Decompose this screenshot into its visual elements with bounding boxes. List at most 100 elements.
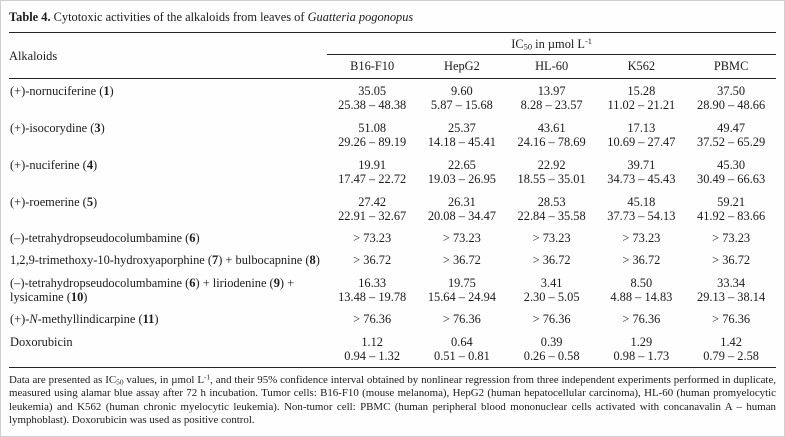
confidence-interval: 41.92 – 83.66: [697, 209, 766, 223]
confidence-interval: 22.84 – 35.58: [517, 209, 586, 223]
confidence-interval: 0.94 – 1.32: [344, 349, 401, 363]
ic50-cell: 51.08 29.26 – 89.19: [327, 116, 417, 153]
ic50-cell: > 36.72: [597, 249, 687, 271]
ic50-value: 19.75: [447, 276, 476, 290]
table-row: (+)-nornuciferine (1) 35.05 25.38 – 48.38 9…: [9, 79, 776, 117]
ic50-cell: 0.64 0.51 – 0.81: [417, 330, 507, 368]
ic50-cell: 43.61 24.16 – 78.69: [507, 116, 597, 153]
ic50-value: 19.91: [358, 158, 387, 172]
ic50-value: 3.41: [540, 276, 563, 290]
ic50-value: > 36.72: [622, 253, 661, 267]
ic50-cell: 8.50 4.88 – 14.83: [597, 271, 687, 308]
group-header-ic50: IC50 in µmol L-1: [327, 32, 776, 55]
ic50-value: 1.29: [630, 335, 653, 349]
column-header-k562: K562: [596, 54, 687, 79]
ic50-value: 15.28: [627, 84, 656, 98]
ic50-value: 49.47: [717, 121, 746, 135]
subheader-row: B16-F10 HepG2 HL-60 K562 PBMC: [9, 54, 776, 79]
ic50-cell: 37.50 28.90 – 48.66: [686, 79, 776, 117]
ic50-cell: 33.34 29.13 – 38.14: [686, 271, 776, 308]
alkaloid-name: Doxorubicin: [9, 330, 328, 368]
ic50-cell: 26.31 20.08 – 34.47: [417, 190, 507, 227]
confidence-interval: 37.52 – 65.29: [697, 135, 766, 149]
confidence-interval: 28.90 – 48.66: [697, 98, 766, 112]
alkaloid-name: (–)-tetrahydropseudocolumbamine (6) + li…: [10, 276, 295, 304]
confidence-interval: 29.13 – 38.14: [697, 290, 766, 304]
ic50-cell: 9.60 5.87 – 15.68: [417, 79, 507, 117]
ic50-value: 43.61: [537, 121, 566, 135]
confidence-interval: 0.79 – 2.58: [703, 349, 759, 363]
ic50-cell: 0.39 0.26 – 0.58: [506, 330, 597, 368]
column-header-hl-60: HL-60: [506, 54, 597, 79]
ic50-value: 8.50: [630, 276, 653, 290]
ic50-value: > 73.23: [622, 231, 661, 245]
ic50-value: > 73.23: [353, 231, 392, 245]
ic50-cell: > 76.36: [507, 308, 597, 330]
ic50-value: > 76.36: [353, 312, 392, 326]
ic50-cell: > 36.72: [507, 249, 597, 271]
ic50-cell: 1.29 0.98 – 1.73: [596, 330, 687, 368]
ic50-cell: 15.28 11.02 – 21.21: [597, 79, 687, 117]
ic50-value: 59.21: [717, 195, 746, 209]
ic50-cell: > 36.72: [417, 249, 507, 271]
ic50-value: 22.92: [537, 158, 566, 172]
table-row: (+)-isocorydine (3) 51.08 29.26 – 89.19 25.…: [9, 116, 776, 153]
ic50-value: 22.65: [447, 158, 476, 172]
ic50-cell: > 73.23: [686, 227, 776, 249]
confidence-interval: 5.87 – 15.68: [430, 98, 493, 112]
confidence-interval: 17.47 – 22.72: [338, 172, 407, 186]
ic50-cell: > 36.72: [686, 249, 776, 271]
table-body: (+)-nornuciferine (1) 35.05 25.38 – 48.38 9…: [9, 79, 776, 368]
alkaloid-name: 1,2,9-trimethoxy-10-hydroxyaporphine (7)…: [10, 253, 320, 267]
ic50-cell: 35.05 25.38 – 48.38: [327, 79, 417, 117]
ic50-cell: 27.42 22.91 – 32.67: [327, 190, 417, 227]
ic50-value: 45.30: [717, 158, 746, 172]
table-footnote: Data are presented as IC50 values, in µm…: [9, 368, 776, 428]
confidence-interval: 29.26 – 89.19: [338, 135, 407, 149]
table-row: Doxorubicin 1.12 0.94 – 1.32 0.64 0.51 – 0.8…: [9, 330, 776, 368]
table-row: (–)-tetrahydropseudocolumbamine (6) + li…: [9, 271, 776, 308]
column-header-b16-f10: B16-F10: [327, 54, 418, 79]
table-header: Alkaloids IC50 in µmol L-1 B16-F10 HepG2 H…: [9, 32, 776, 79]
ic50-cell: 16.33 13.48 – 19.78: [327, 271, 417, 308]
ic50-cell: > 73.23: [327, 227, 417, 249]
confidence-interval: 11.02 – 21.21: [607, 98, 676, 112]
ic50-cell: 22.92 18.55 – 35.01: [507, 153, 597, 190]
confidence-interval: 22.91 – 32.67: [338, 209, 407, 223]
confidence-interval: 0.98 – 1.73: [613, 349, 670, 363]
ic50-value: > 73.23: [532, 231, 571, 245]
ic50-cell: 3.41 2.30 – 5.05: [507, 271, 597, 308]
ic50-value: > 36.72: [532, 253, 571, 267]
column-header-hepg2: HepG2: [417, 54, 507, 79]
ic50-value: 26.31: [447, 195, 476, 209]
ic50-cell: 17.13 10.69 – 27.47: [597, 116, 687, 153]
confidence-interval: 15.64 – 24.94: [427, 290, 496, 304]
ic50-value: 0.64: [451, 335, 473, 349]
table-row: (–)-tetrahydropseudocolumbamine (6) > 73.…: [9, 227, 776, 249]
ic50-value: > 73.23: [442, 231, 481, 245]
confidence-interval: 18.55 – 35.01: [517, 172, 586, 186]
ic50-cell: 22.65 19.03 – 26.95: [417, 153, 507, 190]
table-row: (+)-N-methyllindicarpine (11) > 76.36 > 76…: [9, 308, 776, 330]
ic50-value: 45.18: [627, 195, 656, 209]
ic50-cell: > 73.23: [417, 227, 507, 249]
ic50-value: 0.39: [540, 335, 563, 349]
column-header-alkaloids: Alkaloids: [9, 32, 328, 79]
ic50-value: 9.60: [451, 84, 473, 98]
table-row: 1,2,9-trimethoxy-10-hydroxyaporphine (7)…: [9, 249, 776, 271]
ic50-value: > 36.72: [442, 253, 481, 267]
table-row: (+)-roemerine (5) 27.42 22.91 – 32.67 26.31…: [9, 190, 776, 227]
confidence-interval: 19.03 – 26.95: [427, 172, 496, 186]
table-row: (+)-nuciferine (4) 19.91 17.47 – 22.72 22.6…: [9, 153, 776, 190]
ic50-cell: > 76.36: [597, 308, 687, 330]
ic50-value: 51.08: [358, 121, 387, 135]
confidence-interval: 24.16 – 78.69: [517, 135, 586, 149]
ic50-value: > 76.36: [712, 312, 751, 326]
confidence-interval: 0.26 – 0.58: [523, 349, 580, 363]
ic50-cell: 39.71 34.73 – 45.43: [597, 153, 687, 190]
ic50-cell: 19.91 17.47 – 22.72: [327, 153, 417, 190]
ic50-value: 28.53: [537, 195, 566, 209]
confidence-interval: 25.38 – 48.38: [338, 98, 407, 112]
ic50-cell: 45.18 37.73 – 54.13: [597, 190, 687, 227]
